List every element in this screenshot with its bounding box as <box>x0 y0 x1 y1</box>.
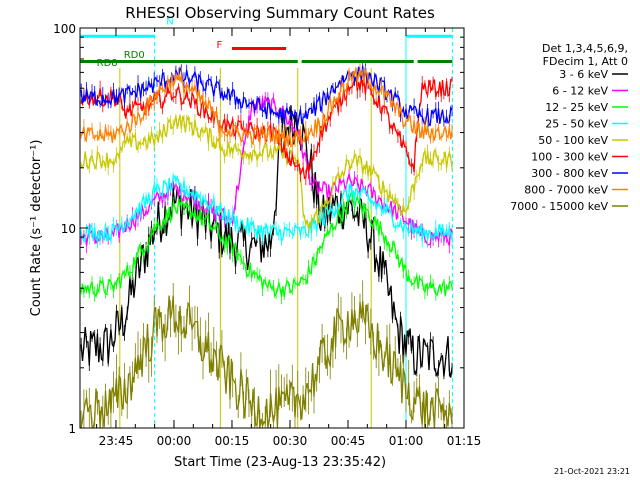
series-line <box>80 114 453 230</box>
flag-label-rd8: RD8 <box>97 58 118 69</box>
series-7 <box>80 62 453 153</box>
legend-label: 7000 - 15000 keV <box>510 200 608 213</box>
series-spikes <box>80 188 453 305</box>
series-8 <box>80 280 453 430</box>
series-0 <box>80 105 453 380</box>
series-spikes <box>80 280 453 428</box>
flag-label-n: N <box>166 16 173 27</box>
footer-timestamp: 21-Oct-2021 23:21 <box>554 467 630 476</box>
series-line <box>80 67 453 149</box>
legend-label: 100 - 300 keV <box>531 151 608 164</box>
series-3 <box>80 173 453 249</box>
chart-title: RHESSI Observing Summary Count Rates <box>125 4 435 22</box>
y-axis-label: Count Rate (s⁻¹ detector⁻¹) <box>29 140 44 317</box>
plot-area: N F RD0 RD8 <box>80 16 453 430</box>
legend-header: Det 1,3,4,5,6,9, <box>542 42 628 55</box>
x-tick-label: 01:15 <box>447 434 482 448</box>
flag-label-f: F <box>217 40 223 51</box>
legend-label: 6 - 12 keV <box>552 85 608 98</box>
series-line <box>80 295 453 430</box>
legend-label: 12 - 25 keV <box>545 101 608 114</box>
series-line <box>80 105 453 378</box>
series-line <box>80 75 453 180</box>
axes: 23:45 00:00 00:15 00:30 00:45 01:00 01:15 1 10 10… <box>53 22 481 448</box>
series-line <box>80 65 453 128</box>
y-tick-label: 10 <box>61 222 76 236</box>
legend-label: 3 - 6 keV <box>559 68 608 81</box>
x-tick-label: 01:00 <box>389 434 424 448</box>
series-spikes <box>80 113 453 235</box>
series-2 <box>80 188 453 305</box>
x-axis-label: Start Time (23-Aug-13 23:35:42) <box>174 455 386 470</box>
legend-label: 50 - 100 keV <box>538 134 608 147</box>
x-tick-label: 23:45 <box>99 434 134 448</box>
y-tick-label: 100 <box>53 22 76 36</box>
series-line <box>81 96 453 246</box>
y-tick-label: 1 <box>68 422 76 436</box>
legend-label: 800 - 7000 keV <box>524 184 608 197</box>
x-tick-label: 00:15 <box>215 434 250 448</box>
x-tick-label: 00:45 <box>331 434 366 448</box>
x-tick-label: 00:00 <box>157 434 192 448</box>
series-spikes <box>80 62 453 153</box>
series-line <box>80 175 453 244</box>
series-line <box>80 188 453 299</box>
legend-label: 300 - 800 keV <box>531 167 608 180</box>
legend-header: FDecim 1, Att 0 <box>543 55 628 68</box>
legend: Det 1,3,4,5,6,9,FDecim 1, Att 03 - 6 keV… <box>510 42 628 213</box>
x-tick-label: 00:30 <box>273 434 308 448</box>
series-spikes <box>80 173 453 249</box>
flag-label-rd0: RD0 <box>124 50 145 61</box>
legend-label: 25 - 50 keV <box>545 118 608 131</box>
series-4 <box>80 113 453 235</box>
